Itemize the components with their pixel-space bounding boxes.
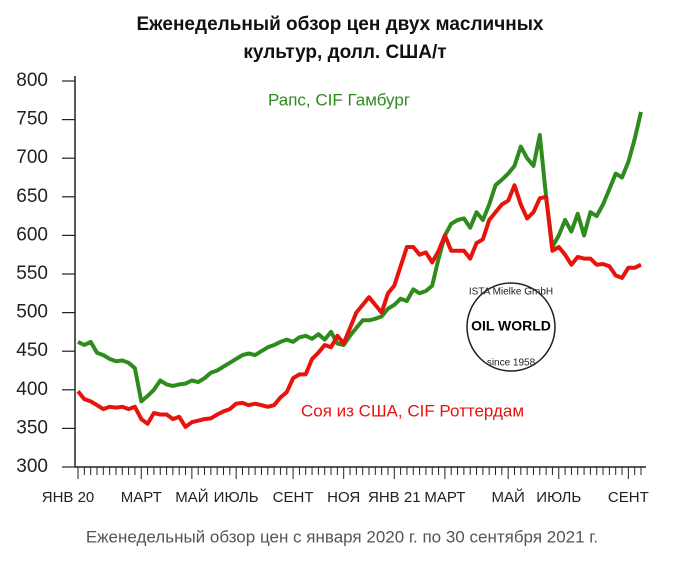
subtitle: Еженедельный обзор цен с января 2020 г. … — [86, 527, 598, 546]
x-tick-label: МАЙ — [175, 488, 208, 506]
series-line — [76, 183, 642, 429]
x-tick-label: ЯНВ 21 — [368, 489, 421, 506]
chart-title-line2: культур, долл. США/т — [243, 42, 446, 63]
y-tick-label: 700 — [16, 147, 48, 168]
series-label: Соя из США, CIF Роттердам — [301, 401, 524, 420]
y-tick-label: 500 — [16, 302, 48, 323]
series-line — [77, 111, 643, 404]
logo-top: ISTA Mielke GmbH — [469, 287, 553, 298]
x-tick-label: МАРТ — [121, 489, 162, 506]
x-tick-label: ЯНВ 20 — [42, 489, 95, 506]
x-tick-label: СЕНТ — [608, 489, 649, 506]
x-tick-label: ИЮЛЬ — [536, 489, 581, 506]
logo: ISTA Mielke GmbH OIL WORLD since 1958 — [466, 282, 556, 372]
x-tick-label: НОЯ — [327, 489, 360, 506]
chart-title: Еженедельный обзор цен двух масличных — [137, 14, 544, 35]
x-tick-label: МАЙ — [492, 488, 525, 506]
x-tick-label: СЕНТ — [273, 489, 314, 506]
y-tick-label: 550 — [16, 263, 48, 284]
y-tick-label: 650 — [16, 186, 48, 207]
y-tick-label: 750 — [16, 109, 48, 130]
series-label: Рапс, CIF Гамбург — [268, 90, 410, 109]
logo-ring — [466, 282, 556, 372]
y-tick-label: 300 — [16, 456, 48, 477]
y-tick-label: 400 — [16, 379, 48, 400]
y-tick-label: 450 — [16, 340, 48, 361]
y-tick-label: 800 — [16, 70, 48, 91]
x-tick-label: МАРТ — [424, 489, 465, 506]
logo-bottom: since 1958 — [487, 358, 536, 369]
y-tick-label: 350 — [16, 417, 48, 438]
logo-center: OIL WORLD — [471, 318, 551, 334]
y-tick-label: 600 — [16, 224, 48, 245]
x-tick-label: ИЮЛЬ — [214, 489, 259, 506]
